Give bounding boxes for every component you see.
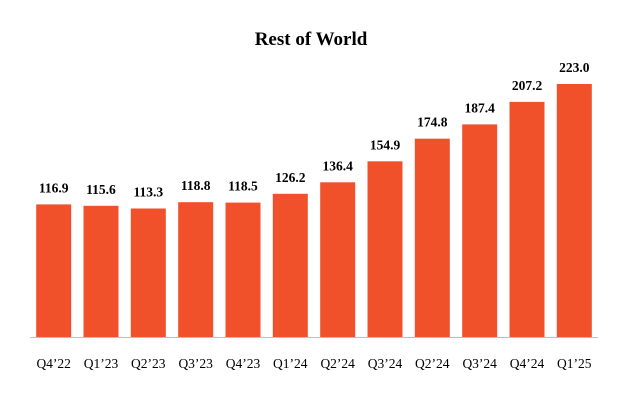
x-tick-label-1: Q1’23	[84, 356, 119, 371]
value-label-6: 136.4	[323, 158, 354, 173]
x-tick-label-6: Q2’24	[320, 356, 355, 371]
x-tick-label-0: Q4’22	[36, 356, 71, 371]
bar-3	[178, 202, 214, 337]
value-label-5: 126.2	[275, 170, 306, 185]
value-label-3: 118.8	[181, 178, 211, 193]
value-label-4: 118.5	[228, 179, 258, 194]
value-label-8: 174.8	[417, 115, 448, 130]
bar-1	[83, 205, 119, 337]
chart-title: Rest of World	[255, 29, 368, 50]
value-label-0: 116.9	[39, 180, 69, 195]
bar-2	[130, 208, 166, 337]
x-tick-label-10: Q4’24	[510, 356, 545, 371]
bar-7	[367, 161, 403, 337]
x-tick-label-8: Q2’24	[415, 356, 450, 371]
bar-9	[462, 124, 498, 338]
x-tick-label-3: Q3’23	[178, 356, 213, 371]
x-tick-label-4: Q4’23	[226, 356, 261, 371]
value-label-10: 207.2	[512, 78, 543, 93]
bar-11	[556, 84, 592, 337]
value-labels-group: 116.9 115.6 113.3 118.8 118.5 126.2 136.4 154.9…	[39, 60, 590, 200]
x-tick-label-5: Q1’24	[273, 356, 308, 371]
bars-group	[36, 84, 592, 338]
value-label-7: 154.9	[370, 137, 401, 152]
value-label-2: 113.3	[133, 185, 163, 200]
x-tick-label-11: Q1’25	[557, 356, 592, 371]
value-label-11: 223.0	[559, 60, 590, 75]
bar-5	[272, 193, 308, 337]
bar-0	[36, 204, 72, 337]
bar-8	[414, 138, 450, 337]
value-label-1: 115.6	[86, 182, 116, 197]
x-tick-label-7: Q3’24	[368, 356, 403, 371]
bar-4	[225, 202, 261, 337]
bar-6	[320, 182, 356, 337]
bar-10	[509, 101, 545, 338]
x-tick-label-2: Q2’23	[131, 356, 166, 371]
x-tick-label-9: Q3’24	[462, 356, 497, 371]
x-tick-labels-group: Q4’22 Q1’23 Q2’23 Q3’23 Q4’23 Q1’24 Q2’24 Q3’24…	[36, 356, 591, 371]
value-label-9: 187.4	[465, 100, 496, 115]
